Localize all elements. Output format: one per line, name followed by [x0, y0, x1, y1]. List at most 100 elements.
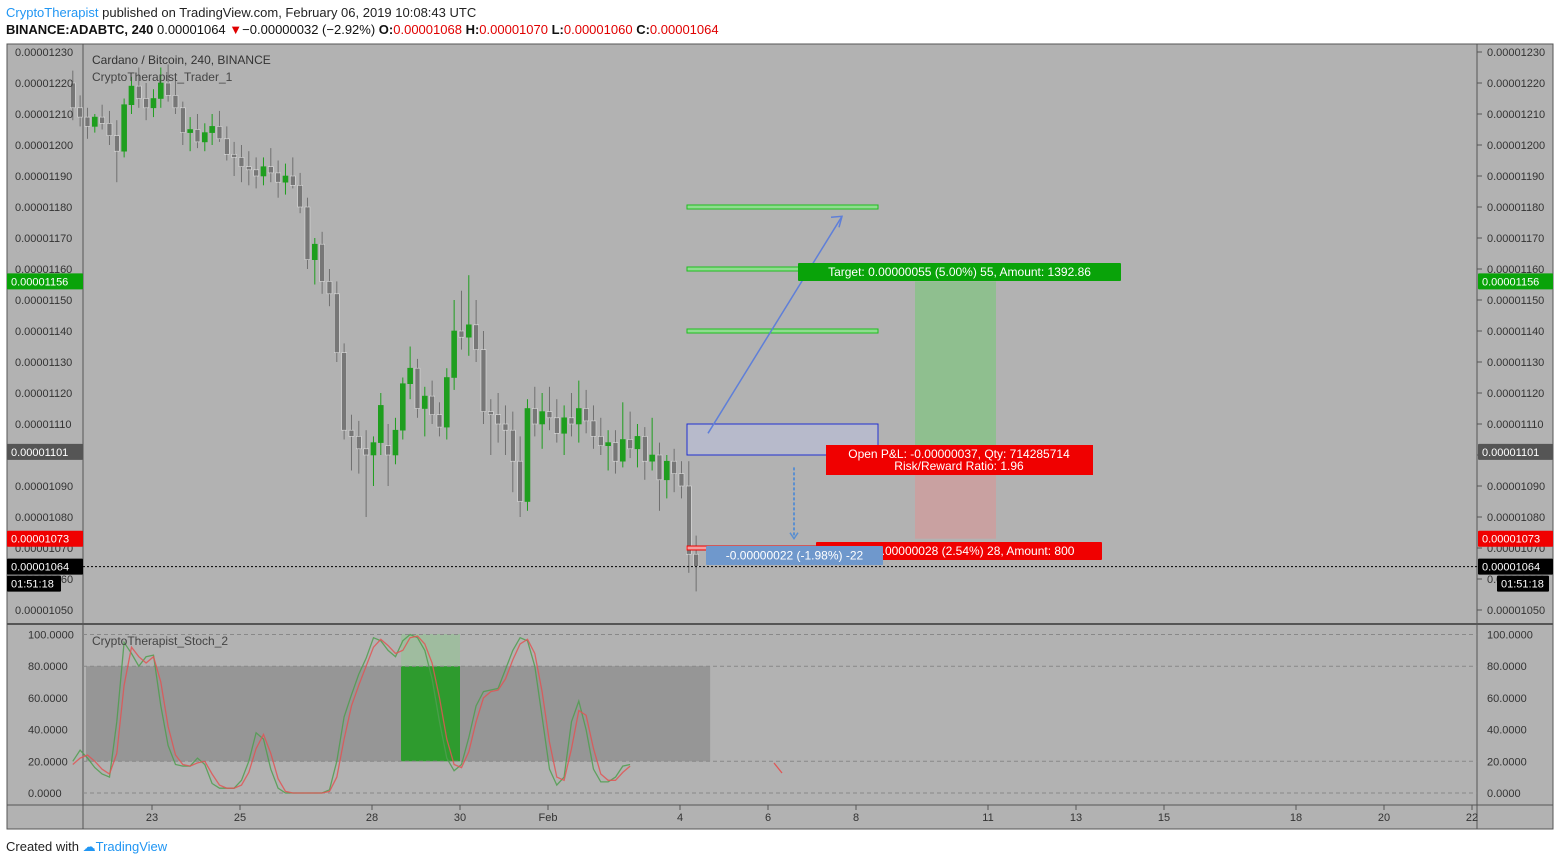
candle-body	[385, 445, 391, 456]
forecast-arrow	[707, 215, 843, 434]
candle	[180, 101, 186, 145]
candle-body	[458, 330, 465, 338]
candle	[121, 98, 127, 158]
candle	[99, 104, 105, 130]
arrow-head-icon	[830, 215, 844, 228]
tradingview-brand[interactable]: TradingView	[95, 839, 168, 854]
candle-body	[436, 414, 443, 428]
x-tick-label: Feb	[539, 812, 558, 824]
candle-body	[407, 367, 413, 385]
candle	[605, 430, 611, 471]
stoch-tick-right: 80.0000	[1487, 661, 1527, 673]
target-line-3	[686, 328, 879, 334]
candle	[641, 427, 648, 480]
y-tick-right: 0.00001210	[1487, 109, 1545, 121]
target-price-tag-left: 0.00001156	[7, 273, 83, 290]
symbol-label: BINANCE:ADABTC, 240	[6, 22, 154, 37]
y-tick-left: 0.00001090	[15, 481, 73, 493]
candle	[158, 67, 164, 108]
candle-body	[473, 324, 479, 350]
y-tick-left: 0.00001180	[15, 202, 72, 214]
candle	[267, 148, 274, 183]
stop-price-tag-left-bg	[7, 530, 83, 547]
candle-body	[224, 138, 230, 155]
candle-body	[451, 330, 457, 378]
target-label-text: Target: 0.00000055 (5.00%) 55, Amount: 1…	[828, 265, 1091, 279]
candle-body	[165, 82, 171, 96]
candle	[114, 120, 120, 183]
candle	[649, 417, 655, 471]
candle-body	[421, 395, 428, 409]
candle-body	[377, 405, 384, 443]
candle	[561, 405, 567, 455]
candle	[128, 76, 135, 114]
candle-body	[539, 411, 545, 425]
measure-label: -0.00000022 (-1.98%) -22	[706, 546, 883, 565]
y-tick-left: 0.00001170	[15, 233, 72, 245]
y-tick-right: 0.00001180	[1487, 202, 1544, 214]
y-tick-right: 0.00001170	[1487, 233, 1544, 245]
candle-body	[304, 206, 311, 261]
x-tick-label: 22	[1466, 812, 1478, 824]
open-value: 0.00001068	[393, 22, 462, 37]
candle	[509, 411, 516, 493]
stop-price-tag-left: 0.00001073	[7, 530, 83, 547]
candle	[414, 358, 421, 418]
candle-body	[319, 243, 325, 282]
entry-price-tag-right-text: 0.00001101	[1482, 447, 1539, 459]
y-tick-left: 0.00001210	[15, 109, 73, 121]
candle-body	[509, 429, 516, 462]
candle-body	[172, 95, 179, 109]
y-tick-left: 0.00001130	[15, 357, 72, 369]
tradingview-logo-icon[interactable]: ☁	[82, 839, 96, 854]
candle	[480, 331, 487, 424]
y-tick-right: 0.00001080	[1487, 512, 1545, 524]
target-price-tag-right: 0.00001156	[1478, 273, 1553, 290]
candle-body	[517, 460, 523, 502]
y-tick-right: 0.00001130	[1487, 357, 1544, 369]
candle-body	[370, 442, 377, 456]
created-with: Created with	[6, 839, 79, 854]
entry-price-tag-left-bg	[7, 443, 83, 460]
candle	[429, 380, 435, 424]
candle	[363, 430, 369, 517]
candle	[685, 461, 692, 573]
candle	[568, 393, 575, 437]
candle-body	[77, 107, 83, 118]
stoch-tick-right: 0.0000	[1487, 788, 1521, 800]
candles-group	[70, 64, 699, 592]
candle	[231, 141, 237, 176]
low-value: 0.00001060	[563, 22, 633, 37]
candle	[84, 107, 91, 139]
y-tick-right: 0.00001160	[1487, 264, 1544, 276]
candle	[341, 343, 347, 440]
current-price-tag-left-text: 0.00001064	[11, 562, 69, 574]
stoch-tick-right: 60.0000	[1487, 693, 1527, 705]
candle-body	[99, 116, 105, 124]
target-line-1	[686, 204, 879, 210]
symbol-line: BINANCE:ADABTC, 240 0.00001064 ▼−0.00000…	[6, 22, 719, 37]
y-tick-left: 0.00001200	[15, 140, 73, 152]
stop-label-bg	[816, 542, 1102, 560]
target-price-tag-left-text: 0.00001156	[11, 276, 68, 288]
x-tick-label: 11	[982, 812, 993, 824]
stop-price-tag-right-text: 0.00001073	[1482, 534, 1540, 546]
candle-body	[531, 408, 538, 425]
candle-body	[282, 175, 289, 183]
candle-body	[187, 129, 193, 133]
publish-line: CryptoTherapist published on TradingView…	[6, 5, 476, 20]
candle	[319, 231, 325, 294]
high-value: 0.00001070	[479, 22, 548, 37]
candle	[458, 290, 465, 350]
candle-body	[143, 98, 149, 109]
candle	[224, 126, 230, 161]
stop-price-tag-right: 0.00001073	[1478, 530, 1553, 547]
x-tick-label: 20	[1378, 812, 1390, 824]
countdown-tag-left-text: 01:51:18	[11, 579, 54, 591]
candle	[348, 414, 355, 471]
stop-price-tag-left-text: 0.00001073	[11, 534, 69, 546]
author-link[interactable]: CryptoTherapist	[6, 5, 99, 20]
y-tick-right: 0.00001050	[1487, 605, 1545, 617]
pnl-label: Open P&L: -0.00000037, Qty: 714285714Ris…	[826, 445, 1093, 475]
